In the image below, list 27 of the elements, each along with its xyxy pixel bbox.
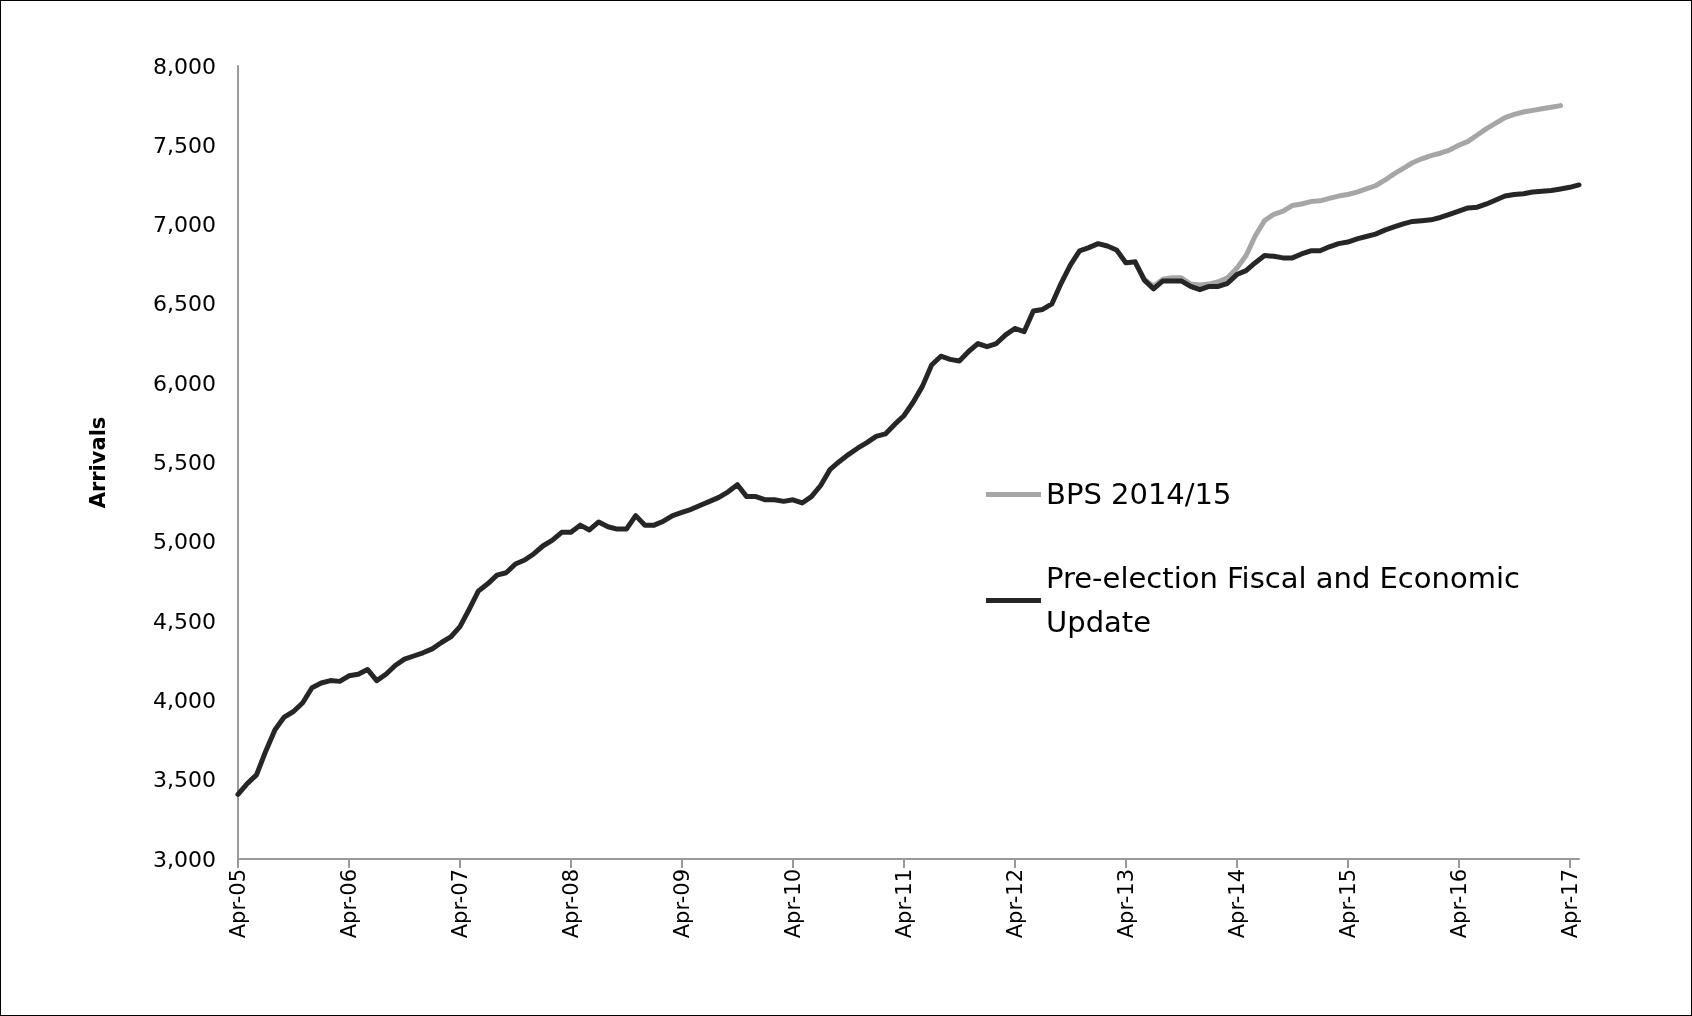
x-tick-label: Apr-14 — [1224, 869, 1249, 939]
x-tick-label: Apr-11 — [891, 869, 916, 939]
y-tick-label: 4,500 — [153, 608, 216, 634]
y-tick-label: 6,000 — [153, 370, 216, 396]
x-tick-label: Apr-06 — [336, 869, 361, 939]
x-tick-label: Apr-05 — [226, 869, 250, 939]
y-axis-title: Arrivals — [85, 416, 110, 509]
x-tick-label: Apr-09 — [669, 869, 694, 939]
y-tick-label: 4,000 — [153, 687, 216, 713]
x-tick-label: Apr-13 — [1113, 869, 1138, 939]
y-tick-label: 8,000 — [153, 53, 216, 79]
y-tick-label: 6,500 — [153, 291, 216, 317]
x-tick-label: Apr-15 — [1335, 869, 1360, 939]
x-tick-label: Apr-08 — [558, 869, 583, 939]
y-tick-label: 3,500 — [153, 767, 216, 793]
x-tick-label: Apr-10 — [780, 869, 805, 939]
y-tick-label: 7,000 — [153, 212, 216, 238]
y-tick-label: 5,000 — [153, 529, 216, 555]
legend-label: Pre-election Fiscal and Economic Update — [1046, 561, 1530, 640]
x-tick-label: Apr-16 — [1446, 869, 1471, 939]
y-tick-label: 3,000 — [153, 846, 216, 872]
x-tick-label: Apr-07 — [447, 869, 472, 939]
y-tick-label: 5,500 — [153, 450, 216, 475]
x-tick-label: Apr-12 — [1002, 869, 1027, 939]
legend-label: BPS 2014/15 — [1046, 477, 1232, 512]
y-tick-label: 7,500 — [153, 132, 216, 158]
x-tick-label: Apr-17 — [1557, 869, 1582, 939]
